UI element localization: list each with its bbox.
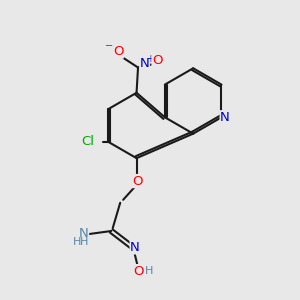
Text: N: N [130,241,140,254]
Text: O: O [133,265,143,278]
Text: O: O [113,45,123,58]
Text: N: N [79,226,88,240]
Text: N: N [140,58,149,70]
Text: −: − [105,40,113,50]
Text: O: O [132,175,142,188]
Text: +: + [146,54,154,64]
Text: Cl: Cl [81,135,94,148]
Text: H: H [145,266,154,276]
Text: O: O [152,54,163,67]
Text: H: H [80,237,88,247]
Text: H: H [73,237,81,247]
Text: N: N [220,111,230,124]
Text: =: = [153,59,162,69]
